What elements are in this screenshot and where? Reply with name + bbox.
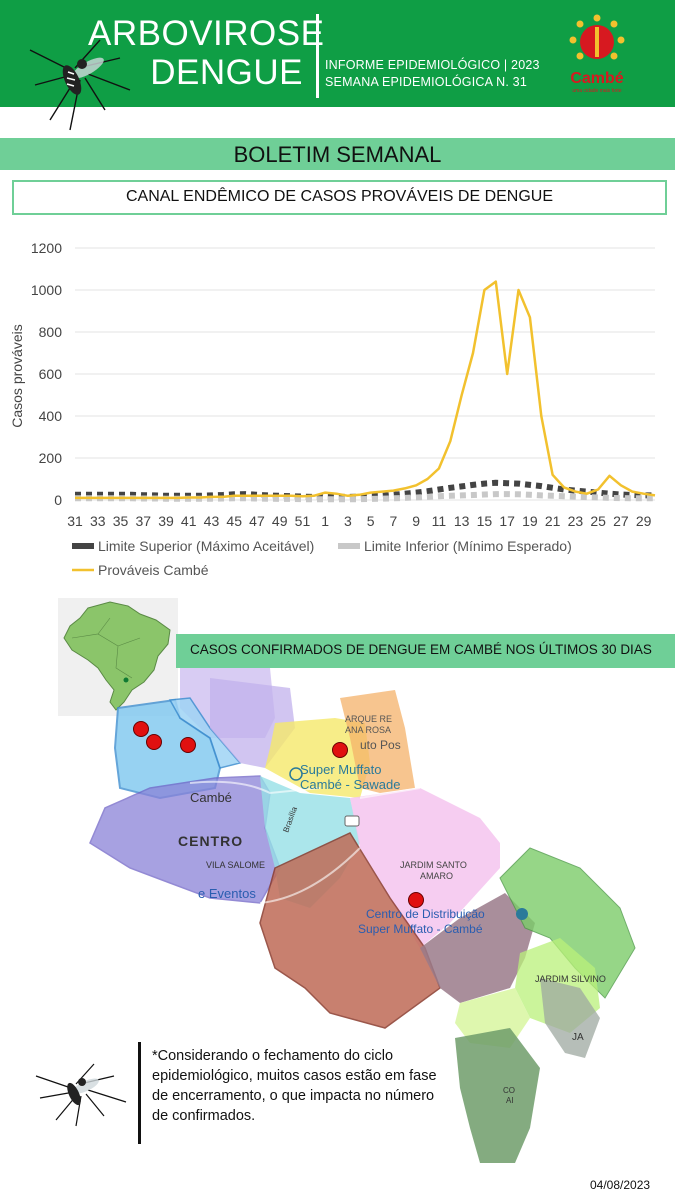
map-label-posto: uto Pos xyxy=(360,738,401,752)
x-tick-label: 11 xyxy=(432,513,447,529)
store-pin-icon xyxy=(516,908,528,920)
map-label-ai: AI xyxy=(506,1096,514,1105)
road-shield-icon xyxy=(344,815,360,827)
x-tick-label: 51 xyxy=(295,513,311,529)
map-label-cambe-sawade: Cambé - Sawade xyxy=(300,777,400,792)
x-tick-label: 3 xyxy=(344,513,352,529)
y-tick-label: 400 xyxy=(39,408,63,424)
x-tick-label: 33 xyxy=(90,513,106,529)
y-tick-label: 0 xyxy=(54,492,62,508)
x-tick-label: 7 xyxy=(390,513,398,529)
x-tick-label: 23 xyxy=(568,513,584,529)
case-marker[interactable] xyxy=(133,721,149,737)
x-tick-label: 9 xyxy=(412,513,420,529)
legend-label: Limite Superior (Máximo Aceitável) xyxy=(98,538,314,554)
cases-title: CASOS CONFIRMADOS DE DENGUE EM CAMBÉ NOS… xyxy=(190,642,652,657)
map-label-ja: JA xyxy=(572,1032,584,1043)
legend-label: Prováveis Cambé xyxy=(98,562,209,578)
chart-title-box: CANAL ENDÊMICO DE CASOS PROVÁVEIS DE DEN… xyxy=(12,180,667,215)
y-tick-label: 200 xyxy=(39,450,63,466)
x-tick-label: 35 xyxy=(113,513,129,529)
x-tick-label: 21 xyxy=(545,513,561,529)
mosquito-small-icon xyxy=(35,1063,127,1127)
series-line-1 xyxy=(75,491,655,503)
x-tick-label: 27 xyxy=(613,513,629,529)
map-label-eventos: e Eventos xyxy=(198,886,256,901)
x-tick-label: 1 xyxy=(321,513,329,529)
x-tick-label: 25 xyxy=(590,513,606,529)
case-marker[interactable] xyxy=(332,742,348,758)
title-line-1: ARBOVIROSE xyxy=(88,14,325,53)
x-tick-label: 13 xyxy=(454,513,470,529)
x-tick-label: 37 xyxy=(135,513,151,529)
map-label-santo-amaro-1: JARDIM SANTO xyxy=(400,860,467,870)
x-tick-label: 29 xyxy=(636,513,652,529)
y-tick-label: 800 xyxy=(39,324,63,340)
map-label-distribuicao-2: Super Muffato - Cambé xyxy=(358,922,483,936)
x-axis-ticks: 31 33 35 37 39 41 43 45 47 49 51 1 3 5 7 9 11 13 15 17 19 21 2… xyxy=(67,513,651,529)
cambe-logo: Cambé uma cidade mais forte xyxy=(564,12,630,96)
case-marker[interactable] xyxy=(180,737,196,753)
footnote: *Considerando o fechamento do ciclo epid… xyxy=(152,1048,437,1124)
x-tick-label: 39 xyxy=(158,513,174,529)
case-markers xyxy=(133,721,424,908)
logo-tagline: uma cidade mais forte xyxy=(572,88,622,94)
store-pin-icon xyxy=(289,767,303,781)
case-marker[interactable] xyxy=(146,734,162,750)
subtitle-line-1: INFORME EPIDEMIOLÓGICO | 2023 xyxy=(325,58,540,72)
case-marker[interactable] xyxy=(408,892,424,908)
map-label-parque-1: ARQUE RE xyxy=(345,714,392,724)
y-tick-label: 1200 xyxy=(31,240,62,256)
chart-grid xyxy=(75,247,655,501)
legend-label: Limite Inferior (Mínimo Esperado) xyxy=(364,538,572,554)
x-tick-label: 47 xyxy=(249,513,265,529)
note-divider xyxy=(138,1042,141,1144)
title-block: ARBOVIROSE DENGUE xyxy=(88,14,325,92)
map-label-centro: CENTRO xyxy=(178,833,243,849)
boletim-title: BOLETIM SEMANAL xyxy=(233,142,442,167)
x-tick-label: 19 xyxy=(522,513,538,529)
chart-title: CANAL ENDÊMICO DE CASOS PROVÁVEIS DE DEN… xyxy=(125,188,554,205)
y-axis-label: Casos prováveis xyxy=(9,324,25,428)
chart-legend: Limite Superior (Máximo Aceitável) Limite… xyxy=(72,538,572,578)
map-label-distribuicao-1: Centro de Distribuição xyxy=(366,907,485,921)
subtitle-line-2: SEMANA EPIDEMIOLÓGICA N. 31 xyxy=(325,75,527,89)
series-line-2 xyxy=(75,280,656,500)
x-tick-label: 45 xyxy=(226,513,242,529)
chart-series xyxy=(75,280,656,503)
x-tick-label: 49 xyxy=(272,513,288,529)
map-label-co: CO xyxy=(503,1086,515,1095)
map-label-vila-salome: VILA SALOME xyxy=(206,860,265,870)
x-tick-label: 43 xyxy=(204,513,220,529)
y-axis-ticks: 0 200 400 600 800 1000 1200 xyxy=(31,240,62,508)
logo-text: Cambé xyxy=(570,70,624,87)
header-banner xyxy=(0,0,675,107)
x-tick-label: 31 xyxy=(67,513,83,529)
y-tick-label: 600 xyxy=(39,366,63,382)
cases-banner: CASOS CONFIRMADOS DE DENGUE EM CAMBÉ NOS… xyxy=(176,634,675,668)
publication-date: 04/08/2023 xyxy=(590,1178,651,1192)
map-label-parque-2: ANA ROSA xyxy=(345,725,391,735)
mosquito-icon xyxy=(29,39,131,131)
y-tick-label: 1000 xyxy=(31,282,62,298)
brazil-map-icon xyxy=(58,598,178,716)
map-label-jardim-silvino: JARDIM SILVINO xyxy=(535,974,606,984)
pin-icons xyxy=(289,767,528,920)
map-label-santo-amaro-2: AMARO xyxy=(420,871,453,881)
cambe-emblem-icon xyxy=(569,14,625,60)
boletim-banner: BOLETIM SEMANAL xyxy=(0,138,675,170)
map-label-super-muffato: Super Muffato xyxy=(300,762,381,777)
x-tick-label: 5 xyxy=(367,513,375,529)
header-divider xyxy=(316,14,319,98)
header-subtitle: INFORME EPIDEMIOLÓGICO | 2023 SEMANA EPI… xyxy=(325,57,540,91)
map-label-cambe: Cambé xyxy=(190,790,232,805)
title-line-2: DENGUE xyxy=(150,53,303,92)
x-tick-label: 41 xyxy=(181,513,197,529)
cambe-neighborhood-map: Cambé CENTRO VILA SALOME e Eventos Super… xyxy=(89,668,636,1163)
x-tick-label: 17 xyxy=(499,513,515,529)
x-tick-label: 15 xyxy=(477,513,493,529)
